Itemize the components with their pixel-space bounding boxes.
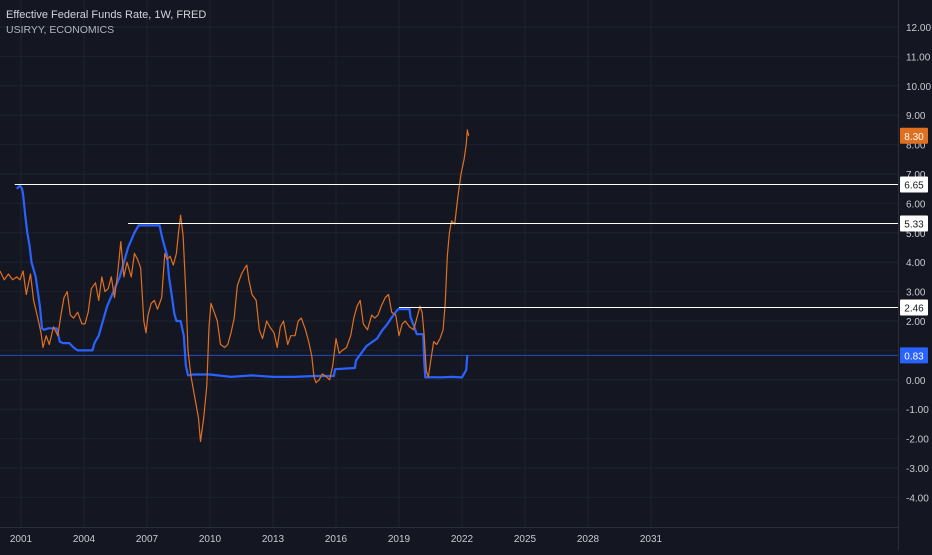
y-tick-label: 9.00 [906,111,926,122]
y-tick-label: 12.00 [906,23,931,34]
compare-symbol-title[interactable]: USIRYY, ECONOMICS [6,24,115,36]
y-tick-label: 2.00 [906,317,926,328]
y-tick-label: 8.00 [906,141,926,152]
y-tick-label: 7.00 [906,170,926,181]
x-tick-label: 2019 [388,534,411,545]
x-tick-label: 2013 [262,534,285,545]
inflation-yoy-line[interactable] [0,129,470,443]
y-tick-label: 11.00 [906,52,931,63]
series-title[interactable]: Effective Federal Funds Rate, 1W, FRED [6,9,207,21]
hline-price-label: 6.65 [904,181,924,192]
chart-legend: Effective Federal Funds Rate, 1W, FRED U… [6,8,206,37]
y-tick-label: -4.00 [906,493,929,504]
x-tick-label: 2025 [514,534,537,545]
y-tick-label: 6.00 [906,199,926,210]
series-price-label: 0.83 [904,351,924,362]
x-tick-label: 2028 [577,534,600,545]
inflation-price-tag [900,127,928,144]
x-tick-label: 2001 [10,534,33,545]
series-price-label: 8.30 [904,132,924,143]
hline-price-tag [900,299,928,316]
y-tick-label: -2.00 [906,435,929,446]
y-tick-label: -1.00 [906,405,929,416]
fed-funds-price-tag [900,347,928,364]
x-tick-label: 2031 [640,534,663,545]
fed-funds-rate-line[interactable] [16,184,469,379]
hline-price-label: 5.33 [904,220,924,231]
hline-price-label: 2.46 [904,304,924,315]
hline-price-tag [900,215,928,232]
x-tick-label: 2004 [73,534,96,545]
y-tick-label: 3.00 [906,288,926,299]
x-tick-label: 2007 [136,534,159,545]
y-tick-label: 0.00 [906,376,926,387]
y-tick-label: 4.00 [906,258,926,269]
x-tick-label: 2022 [451,534,474,545]
x-tick-label: 2010 [199,534,222,545]
y-tick-label: -3.00 [906,464,929,475]
y-tick-label: 10.00 [906,82,931,93]
x-tick-label: 2016 [325,534,348,545]
y-tick-label: 5.00 [906,229,926,240]
hline-price-tag [900,176,928,193]
